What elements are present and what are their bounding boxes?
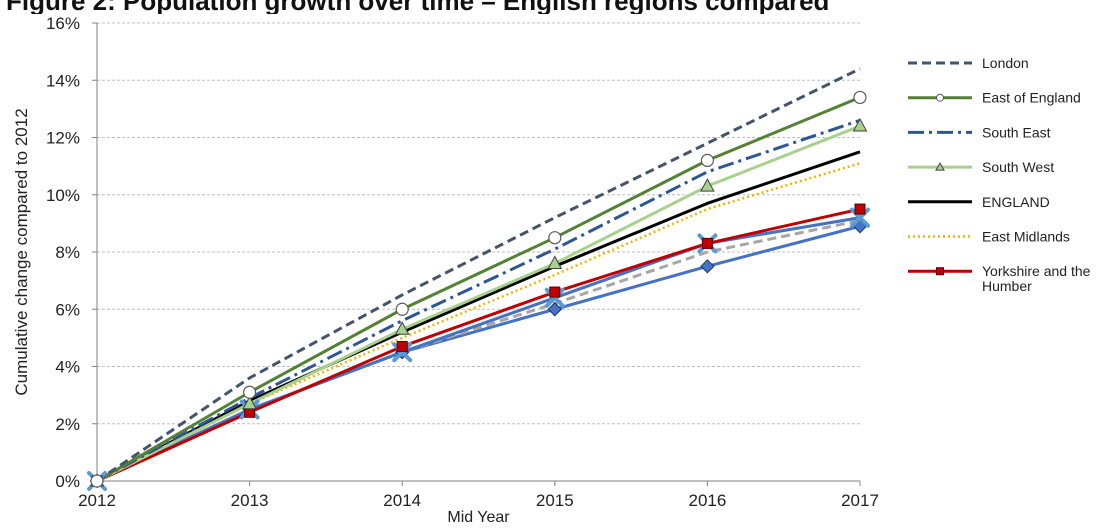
- x-tick-label: 2014: [383, 491, 421, 510]
- legend-marker: [935, 162, 945, 171]
- series-line: [96, 150, 861, 483]
- legend-item: South West: [908, 159, 1054, 175]
- y-tick-label: 8%: [55, 243, 80, 262]
- y-tick-label: 10%: [46, 186, 80, 205]
- y-axis-label: Cumulative change compared to 2012: [12, 108, 31, 395]
- x-tick-label: 2013: [231, 491, 269, 510]
- circle-marker: [90, 474, 104, 488]
- legend-label: Yorkshire and the: [982, 263, 1091, 279]
- series-markers: [87, 90, 870, 491]
- legend-item: ENGLAND: [908, 194, 1050, 210]
- legend-label: East of England: [982, 90, 1081, 106]
- square-marker: [549, 286, 561, 298]
- x-tick-label: 2015: [536, 491, 574, 510]
- series-line: [96, 162, 861, 483]
- y-tick-label: 2%: [55, 415, 80, 434]
- circle-marker: [853, 90, 867, 105]
- square-marker: [396, 340, 408, 352]
- diamond-marker: [547, 302, 563, 317]
- gridlines: [97, 22, 860, 425]
- triangle-marker: [852, 118, 868, 132]
- legend: London East of England South East South Wes…: [908, 55, 1091, 294]
- x-tick-label: 2012: [78, 491, 116, 510]
- y-tick-labels: 0% 2% 4% 6% 8% 10% 12% 14% 16%: [46, 14, 80, 491]
- y-tick-label: 16%: [46, 14, 80, 33]
- chart-title: Figure 2: Population growth over time – …: [0, 0, 1107, 14]
- circle-marker: [243, 385, 257, 399]
- triangle-marker: [242, 395, 257, 410]
- y-tick-label: 6%: [55, 300, 80, 319]
- x-tick-label: 2017: [841, 491, 879, 510]
- series-line: [96, 96, 861, 483]
- square-marker: [854, 203, 866, 215]
- legend-item: East Midlands: [908, 229, 1070, 245]
- axes: [92, 22, 861, 486]
- x-axis-label: Mid Year: [447, 509, 510, 526]
- series-line: [96, 124, 861, 483]
- square-marker: [701, 237, 713, 249]
- circle-marker: [548, 231, 562, 245]
- series-line: [96, 118, 861, 483]
- x-tick-label: 2016: [688, 491, 726, 510]
- legend-marker: [936, 93, 944, 102]
- series-line: [96, 219, 861, 483]
- legend-item: South East: [908, 124, 1051, 140]
- legend-marker: [936, 267, 944, 276]
- legend-label: South West: [982, 159, 1054, 175]
- circle-marker: [395, 302, 409, 316]
- y-tick-label: 14%: [46, 71, 80, 90]
- series-line: [96, 224, 861, 483]
- legend-label: London: [982, 55, 1029, 71]
- legend-label: ENGLAND: [982, 194, 1050, 210]
- legend-label: Humber: [982, 278, 1032, 294]
- legend-item: East of England: [908, 90, 1081, 106]
- triangle-marker: [547, 255, 563, 269]
- y-tick-label: 4%: [55, 358, 80, 377]
- series-line: [96, 207, 861, 483]
- y-tick-label: 0%: [55, 472, 80, 491]
- diamond-marker: [700, 259, 715, 274]
- y-tick-label: 12%: [46, 129, 80, 148]
- triangle-marker: [700, 178, 715, 192]
- legend-item: London: [908, 55, 1029, 71]
- legend-label: South East: [982, 124, 1051, 140]
- triangle-marker: [394, 321, 410, 335]
- circle-marker: [700, 153, 715, 167]
- legend-label: East Midlands: [982, 229, 1070, 245]
- series-lines: [96, 67, 861, 483]
- x-tick-labels: 2012 2013 2014 2015 2016 2017: [78, 491, 879, 510]
